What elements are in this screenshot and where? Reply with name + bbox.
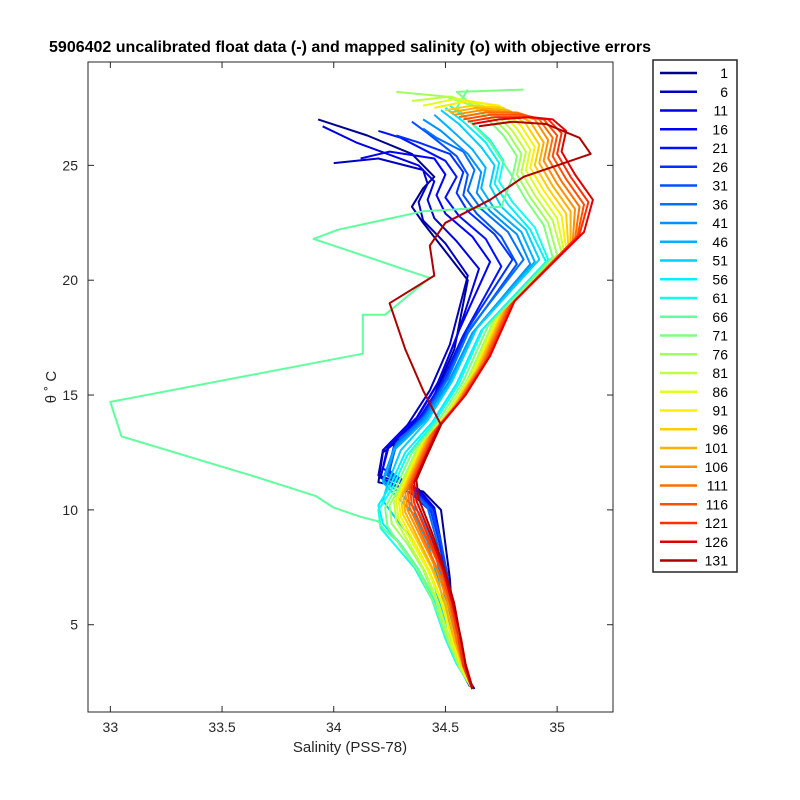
legend-item-76: 76 [660,346,728,362]
legend-label: 126 [705,534,729,550]
legend-label: 1 [720,65,728,81]
legend-item-111: 111 [660,478,728,494]
legend-label: 41 [712,215,728,231]
legend-item-131: 131 [660,553,728,569]
legend-label: 116 [706,496,729,512]
y-axis-ticks: 5 10 15 20 25 [62,157,613,633]
legend-label: 6 [720,84,728,100]
legend-item-36: 36 [660,196,728,212]
legend-label: 16 [712,121,728,137]
legend-item-11: 11 [660,103,728,119]
legend-label: 101 [705,440,729,456]
legend-item-16: 16 [660,121,728,137]
legend-item-1: 1 [660,65,728,81]
y-axis-label: θ ˚ C [43,371,60,404]
legend-label: 111 [707,478,728,494]
y-tick-label: 10 [62,502,78,518]
legend-item-81: 81 [660,365,728,381]
legend-label: 31 [712,178,728,194]
legend-item-86: 86 [660,384,728,400]
x-tick-label: 33.5 [208,719,235,735]
legend-label: 61 [712,290,728,306]
legend-label: 21 [712,140,728,156]
legend-item-71: 71 [660,328,728,344]
x-axis-ticks: 33 33.5 34 34.5 35 [103,62,565,735]
legend: 1611162126313641465156616671768186919610… [652,59,738,573]
legend-label: 131 [705,553,729,569]
legend-item-56: 56 [660,271,728,287]
plot-area [87,61,614,713]
legend-item-66: 66 [660,309,728,325]
x-axis-label: Salinity (PSS-78) [293,739,407,756]
legend-item-101: 101 [660,440,728,456]
legend-item-51: 51 [660,253,728,269]
y-tick-label: 25 [62,157,78,173]
legend-item-121: 121 [660,515,728,531]
legend-label: 36 [712,196,728,212]
series-line-131 [388,120,592,690]
legend-item-96: 96 [660,421,728,437]
legend-label: 46 [712,234,728,250]
x-tick-label: 33 [103,719,119,735]
legend-label: 96 [712,421,728,437]
y-tick-label: 15 [62,387,78,403]
series-line-126 [413,116,594,687]
legend-label: 26 [712,159,728,175]
legend-item-116: 116 [660,496,728,512]
legend-item-126: 126 [660,534,728,550]
legend-label: 66 [712,309,728,325]
legend-item-61: 61 [660,290,728,306]
legend-label: 76 [712,346,728,362]
x-tick-label: 34 [326,719,342,735]
legend-item-41: 41 [660,215,728,231]
chart-title: 5906402 uncalibrated float data (-) and … [49,39,651,56]
y-tick-label: 20 [62,272,78,288]
legend-item-31: 31 [660,178,728,194]
legend-label: 86 [712,384,728,400]
legend-item-106: 106 [660,459,728,475]
legend-label: 51 [712,253,728,269]
series-lines [109,88,594,690]
legend-label: 71 [712,328,728,344]
series-line-71 [384,88,554,690]
legend-label: 56 [712,271,728,287]
legend-label: 81 [712,365,728,381]
legend-item-6: 6 [660,84,728,100]
legend-label: 106 [705,459,729,475]
legend-item-46: 46 [660,234,728,250]
legend-item-21: 21 [660,140,728,156]
x-tick-label: 35 [549,719,565,735]
legend-label: 11 [713,103,728,119]
x-tick-label: 34.5 [432,719,459,735]
legend-label: 121 [705,515,729,531]
legend-item-91: 91 [660,403,728,419]
legend-item-26: 26 [660,159,728,175]
legend-label: 91 [712,403,728,419]
y-tick-label: 5 [70,617,78,633]
series-line-66 [109,89,514,688]
